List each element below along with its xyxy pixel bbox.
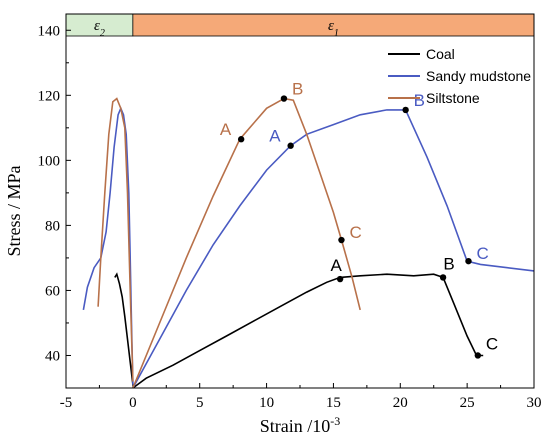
- coal-point-label-a: A: [330, 256, 342, 275]
- strain-band-label-2: ε2: [94, 18, 105, 39]
- siltstone-lateral-line: [97, 97, 134, 382]
- y-tick-label: 60: [45, 283, 60, 299]
- x-tick-label: 5: [196, 395, 204, 411]
- sandy-mudstone-lateral-line: [82, 106, 134, 385]
- siltstone-point-c: [338, 236, 345, 244]
- x-tick-label: 20: [393, 395, 408, 411]
- x-tick-label: 25: [460, 395, 475, 411]
- strain-bands: ε2 ε1: [65, 13, 535, 39]
- legend-label-siltstone: Siltstone: [426, 90, 480, 106]
- series-layer: [82, 97, 535, 389]
- sandy-mudstone-axial-line: [132, 109, 535, 389]
- siltstone-point-a: [237, 136, 245, 143]
- y-tick-label: 100: [38, 153, 61, 169]
- coal-point-label-b: B: [443, 254, 454, 273]
- legend-label-coal: Coal: [426, 46, 455, 62]
- sandy-mudstone-point-c: [465, 257, 472, 265]
- x-axis-label-base: Strain /10: [260, 416, 331, 436]
- sandy-mudstone-point-b: [402, 106, 409, 114]
- x-tick-label: -5: [60, 395, 73, 411]
- y-tick-label: 140: [38, 23, 61, 39]
- strain-band-label-1: ε1: [328, 18, 339, 39]
- x-axis-label-exponent: -3: [330, 414, 340, 428]
- plot-frame: [65, 13, 535, 389]
- y-tick-label: 40: [45, 348, 60, 364]
- y-tick-label: 120: [38, 88, 61, 104]
- siltstone-point-label-c: C: [349, 223, 361, 242]
- siltstone-point-label-b: B: [292, 80, 303, 99]
- coal-point-a: [336, 275, 344, 283]
- x-tick-label: 10: [259, 395, 274, 411]
- x-tick-label: 15: [326, 395, 341, 411]
- coal-point-label-c: C: [486, 334, 498, 353]
- sandy-mudstone-point-label-a: A: [269, 127, 281, 146]
- x-tick-label: 0: [129, 395, 137, 411]
- x-tick-labels: -5 0 5 10 15 20 25 30: [60, 395, 542, 411]
- sandy-mudstone-point-a: [287, 142, 294, 149]
- x-tick-label: 30: [527, 395, 542, 411]
- legend: Coal Sandy mudstone Siltstone: [388, 46, 531, 106]
- y-tick-labels: 40 60 80 100 120 140: [38, 23, 61, 364]
- y-tick-label: 80: [45, 218, 60, 234]
- legend-label-sandy-mudstone: Sandy mudstone: [426, 68, 531, 84]
- y-axis-label: Stress / MPa: [4, 165, 24, 256]
- coal-point-c: [474, 352, 482, 359]
- siltstone-point-label-a: A: [220, 120, 232, 139]
- x-axis-label: Strain /10-3: [260, 414, 341, 436]
- coal-point-b: [439, 274, 447, 281]
- siltstone-axial-line: [132, 97, 361, 389]
- sandy-mudstone-point-label-c: C: [476, 244, 488, 263]
- sandy-mudstone-point-label-b: B: [414, 91, 425, 110]
- siltstone-point-b: [280, 95, 288, 102]
- coal-lateral-line: [114, 272, 134, 385]
